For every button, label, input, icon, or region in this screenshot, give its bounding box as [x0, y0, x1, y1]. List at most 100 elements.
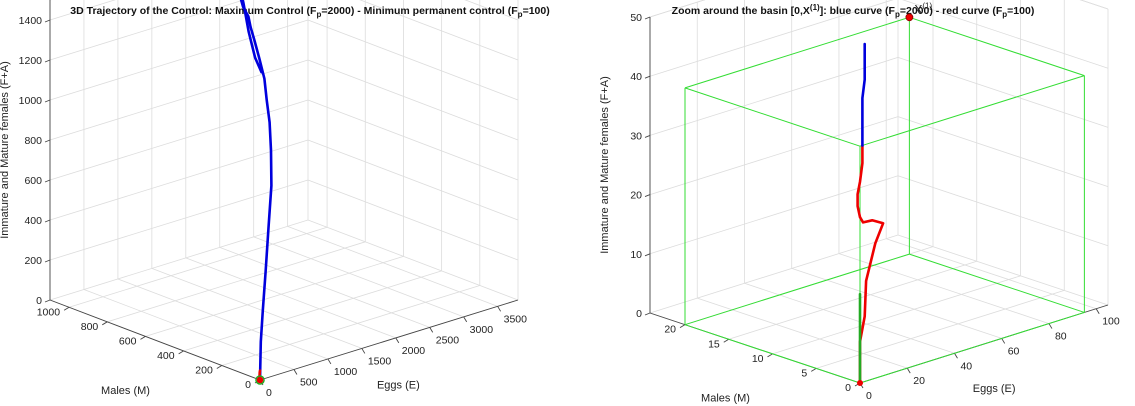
- z-tick: [44, 219, 51, 223]
- grid-line: [649, 116, 899, 195]
- x-tick-label: 3000: [470, 324, 494, 336]
- y-tick-label: 0: [845, 382, 851, 394]
- z-tick-label: 1000: [19, 95, 43, 107]
- grid-line: [107, 241, 366, 323]
- grid-line: [897, 116, 1109, 187]
- z-tick: [644, 16, 651, 20]
- grid-line: [464, 0, 519, 21]
- trajectory-series-1: [239, 0, 273, 382]
- grid-line: [728, 260, 977, 340]
- z-tick: [44, 139, 51, 143]
- y-tick-label: 20: [664, 324, 676, 336]
- x-tick: [954, 353, 958, 359]
- y-axis-label: Males (M): [101, 385, 150, 397]
- x-tick: [327, 358, 332, 365]
- z-tick-label: 1400: [19, 15, 43, 27]
- z-tick: [44, 179, 51, 183]
- z-tick-label: 10: [630, 249, 642, 261]
- basin-point-label: X(1): [914, 1, 932, 16]
- z-tick-label: 1200: [19, 55, 43, 67]
- grid-line: [307, 179, 519, 261]
- x-tick-label: 40: [960, 360, 972, 372]
- grid-line: [83, 289, 295, 370]
- x-axis: [259, 299, 519, 381]
- grid-line: [649, 175, 899, 255]
- z-tick: [44, 99, 51, 103]
- z-tick: [44, 259, 51, 263]
- x-tick-label: 2000: [402, 345, 426, 357]
- grid-line: [886, 238, 1097, 310]
- basin-box-edge: [684, 87, 861, 147]
- basin-box-edge: [859, 311, 1085, 384]
- grid-line: [185, 257, 396, 339]
- basin-box-edge: [684, 324, 861, 384]
- x-tick: [1001, 338, 1006, 344]
- grid-line: [897, 175, 1109, 247]
- y-tick: [723, 338, 729, 343]
- z-tick-label: 20: [630, 190, 642, 202]
- grid-line: [359, 0, 519, 61]
- grid-line: [791, 268, 1002, 339]
- grid-line: [49, 139, 309, 221]
- y-tick: [102, 321, 108, 326]
- x-tick-label: 20: [913, 375, 925, 387]
- z-tick-label: 600: [24, 175, 42, 187]
- y-tick: [216, 365, 223, 369]
- grid-line: [49, 59, 309, 141]
- y-tick-label: 1000: [37, 306, 61, 318]
- y-tick-label: 15: [708, 338, 720, 350]
- x-tick-label: 1500: [368, 355, 392, 367]
- z-tick: [44, 19, 51, 23]
- chart-panel-2: 0 20 40 60 80 100 0 5 10 15 20 0 10 20 30 40 50 Eggs (E) M…: [599, 0, 1120, 405]
- z-tick-label: 0: [636, 308, 642, 320]
- origin-marker: [857, 380, 863, 386]
- y-tick-label: 800: [81, 321, 99, 333]
- x-tick-label: 0: [266, 387, 272, 399]
- x-tick-label: 60: [1008, 345, 1020, 357]
- grid-line: [816, 290, 1065, 369]
- z-tick-label: 200: [24, 255, 42, 267]
- y-tick: [811, 368, 817, 372]
- x-tick: [497, 306, 502, 312]
- basin-box-edge: [684, 253, 910, 326]
- grid-line: [151, 268, 362, 349]
- z-tick-label: 50: [630, 12, 642, 24]
- y-tick: [178, 350, 184, 355]
- grid-line: [287, 225, 498, 307]
- z-tick: [644, 194, 651, 198]
- y-tick-label: 400: [157, 350, 175, 362]
- origin-marker: [255, 375, 265, 385]
- chart-panel-1: 0500100015002000250030003500020040060080…: [0, 0, 550, 399]
- grid-line: [253, 236, 464, 318]
- z-tick: [44, 59, 51, 63]
- z-tick: [44, 299, 51, 303]
- origin-marker: [256, 376, 264, 384]
- basin-point-marker: [905, 13, 914, 22]
- grid-line: [897, 234, 1109, 306]
- grid-line: [307, 19, 519, 101]
- grid-line: [145, 255, 404, 337]
- z-tick: [644, 134, 651, 138]
- grid-line: [49, 19, 309, 101]
- grid-line: [307, 219, 519, 301]
- z-tick: [644, 75, 651, 79]
- z-tick-label: 0: [36, 295, 42, 307]
- grid-line: [49, 99, 309, 181]
- trajectory-series-2: [861, 42, 866, 147]
- y-tick-label: 200: [195, 364, 213, 376]
- y-tick-label: 10: [752, 353, 764, 365]
- grid-line: [744, 282, 955, 354]
- y-axis: [49, 299, 261, 381]
- x-tick: [1095, 308, 1100, 314]
- grid-line: [49, 0, 245, 61]
- y-axis-label: Males (M): [701, 393, 750, 405]
- grid-line: [649, 234, 899, 314]
- chart-title: Zoom around the basin [0,X(1)]: blue cur…: [672, 3, 1035, 19]
- grid-line: [68, 226, 328, 308]
- y-tick-label: 5: [801, 367, 807, 379]
- y-tick: [63, 306, 70, 311]
- grid-line: [649, 57, 899, 136]
- grid-line: [772, 275, 1021, 355]
- basin-box-edge: [684, 16, 910, 89]
- grid-line: [183, 270, 442, 352]
